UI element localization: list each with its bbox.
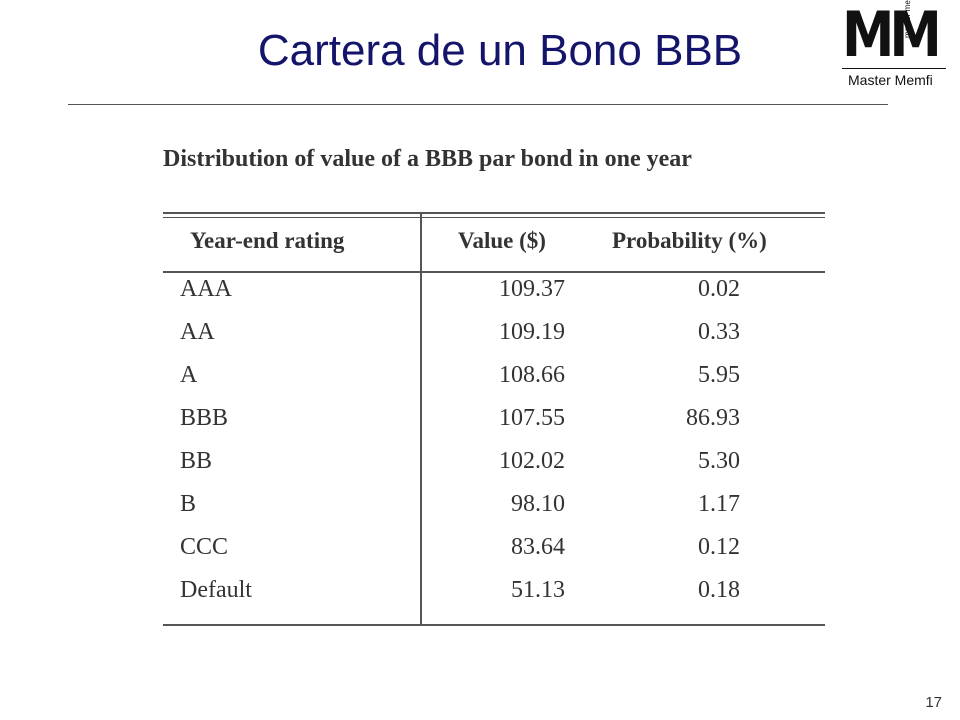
rating-cell: AAA (180, 276, 232, 302)
value-cell: 109.37 (499, 276, 565, 302)
column-rule (420, 213, 422, 625)
probability-cell: 86.93 (686, 405, 740, 431)
logo-rule (842, 68, 946, 69)
value-cell: 83.64 (511, 534, 565, 560)
logo-name: Master Memfi (848, 72, 933, 88)
logo-tagline: master memfi (903, 0, 912, 38)
value-cell: 51.13 (511, 577, 565, 603)
table-rule (163, 624, 825, 626)
probability-cell: 0.02 (698, 276, 740, 302)
table-rule (163, 217, 825, 218)
value-cell: 102.02 (499, 448, 565, 474)
rating-cell: B (180, 491, 197, 517)
value-cell: 107.55 (499, 405, 565, 431)
rating-cell: CCC (180, 534, 229, 560)
logo-mark: MM (842, 0, 942, 71)
probability-cell: 5.30 (698, 448, 740, 474)
slide-title: Cartera de un Bono BBB (257, 26, 743, 75)
probability-cell: 0.12 (698, 534, 740, 560)
table-rule (163, 271, 825, 273)
title-rule (68, 104, 888, 105)
rating-cell: Default (180, 577, 252, 603)
column-header: Year-end rating (190, 228, 345, 253)
rating-cell: BBB (180, 405, 229, 431)
column-header: Probability (%) (612, 228, 767, 253)
rating-cell: BB (180, 448, 213, 474)
value-cell: 108.66 (499, 362, 565, 388)
probability-cell: 1.17 (698, 491, 740, 517)
page-number: 17 (925, 694, 942, 711)
probability-cell: 0.33 (698, 319, 740, 345)
rating-cell: A (180, 362, 198, 388)
value-cell: 109.19 (499, 319, 565, 345)
table-rule (163, 212, 825, 214)
probability-cell: 5.95 (698, 362, 740, 388)
column-header: Value ($) (458, 228, 546, 253)
value-cell: 98.10 (511, 491, 565, 517)
probability-cell: 0.18 (698, 577, 740, 603)
table-caption: Distribution of value of a BBB par bond … (163, 146, 692, 172)
rating-cell: AA (180, 319, 215, 345)
